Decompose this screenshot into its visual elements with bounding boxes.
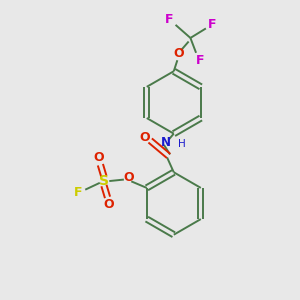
Text: O: O [140,131,150,144]
Text: O: O [104,198,114,211]
Text: O: O [174,47,184,60]
Text: F: F [196,54,204,67]
Text: F: F [74,186,82,200]
Text: F: F [165,13,174,26]
Text: O: O [94,152,104,164]
Text: O: O [123,171,134,184]
Text: N: N [161,136,171,149]
Text: F: F [208,18,217,31]
Text: S: S [99,174,109,188]
Text: H: H [178,139,186,149]
